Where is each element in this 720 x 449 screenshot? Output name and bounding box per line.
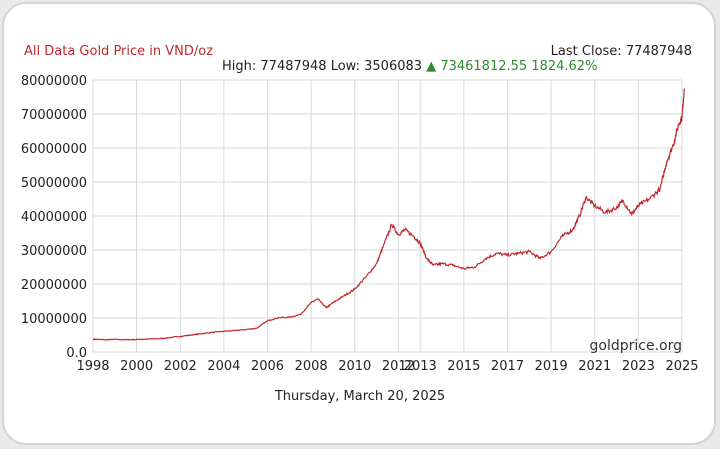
- last-close-value: 77487948: [625, 44, 692, 59]
- y-tick-label: 50000000: [21, 176, 87, 191]
- y-tick-label: 80000000: [21, 74, 87, 89]
- change-value: 73461812.55: [440, 59, 528, 74]
- x-tick-label: 2004: [207, 359, 240, 374]
- horizontal-gridlines: [93, 79, 682, 353]
- x-tick-label: 2015: [447, 359, 480, 374]
- last-close-label: Last Close:: [550, 44, 622, 59]
- y-tick-label: 10000000: [21, 312, 87, 327]
- high-value: 77487948: [260, 59, 327, 74]
- y-tick-label: 20000000: [21, 278, 87, 293]
- price-stats: High: 77487948 Low: 3506083 ▲ 73461812.5…: [222, 59, 597, 74]
- x-tick-label: 2025: [665, 359, 698, 374]
- x-tick-label: 2008: [295, 359, 328, 374]
- high-label: High:: [222, 59, 257, 74]
- x-tick-label: 1998: [76, 359, 109, 374]
- y-tick-label: 30000000: [21, 244, 87, 259]
- y-tick-label: 0.0: [66, 346, 87, 361]
- last-close-readout: Last Close: 77487948: [551, 44, 692, 59]
- x-tick-label: 2006: [251, 359, 284, 374]
- x-tick-label: 2010: [338, 359, 371, 374]
- x-tick-label: 2013: [404, 359, 437, 374]
- x-tick-label: 2000: [120, 359, 153, 374]
- low-label: Low:: [330, 59, 360, 74]
- x-tick-label: 2021: [578, 359, 611, 374]
- chart-card: [2, 2, 716, 445]
- low-value: 3506083: [364, 59, 423, 74]
- change-percent: 1824.62%: [531, 59, 598, 74]
- x-tick-label: 2023: [622, 359, 655, 374]
- y-tick-label: 40000000: [21, 210, 87, 225]
- watermark-label: goldprice.org: [590, 338, 682, 354]
- y-tick-label: 70000000: [21, 108, 87, 123]
- x-tick-label: 2012: [382, 359, 415, 374]
- chart-title: All Data Gold Price in VND/oz: [24, 44, 214, 59]
- y-tick-label: 60000000: [21, 142, 87, 157]
- date-caption: Thursday, March 20, 2025: [274, 389, 446, 404]
- x-tick-label: 2019: [535, 359, 568, 374]
- x-tick-label: 2017: [491, 359, 524, 374]
- x-tick-label: 2002: [164, 359, 197, 374]
- y-axis-tick-labels: 0.0 10000000 20000000 30000000 40000000 50000…: [21, 74, 87, 361]
- up-arrow-icon: ▲: [426, 59, 437, 74]
- gold-price-series-line: [92, 88, 685, 341]
